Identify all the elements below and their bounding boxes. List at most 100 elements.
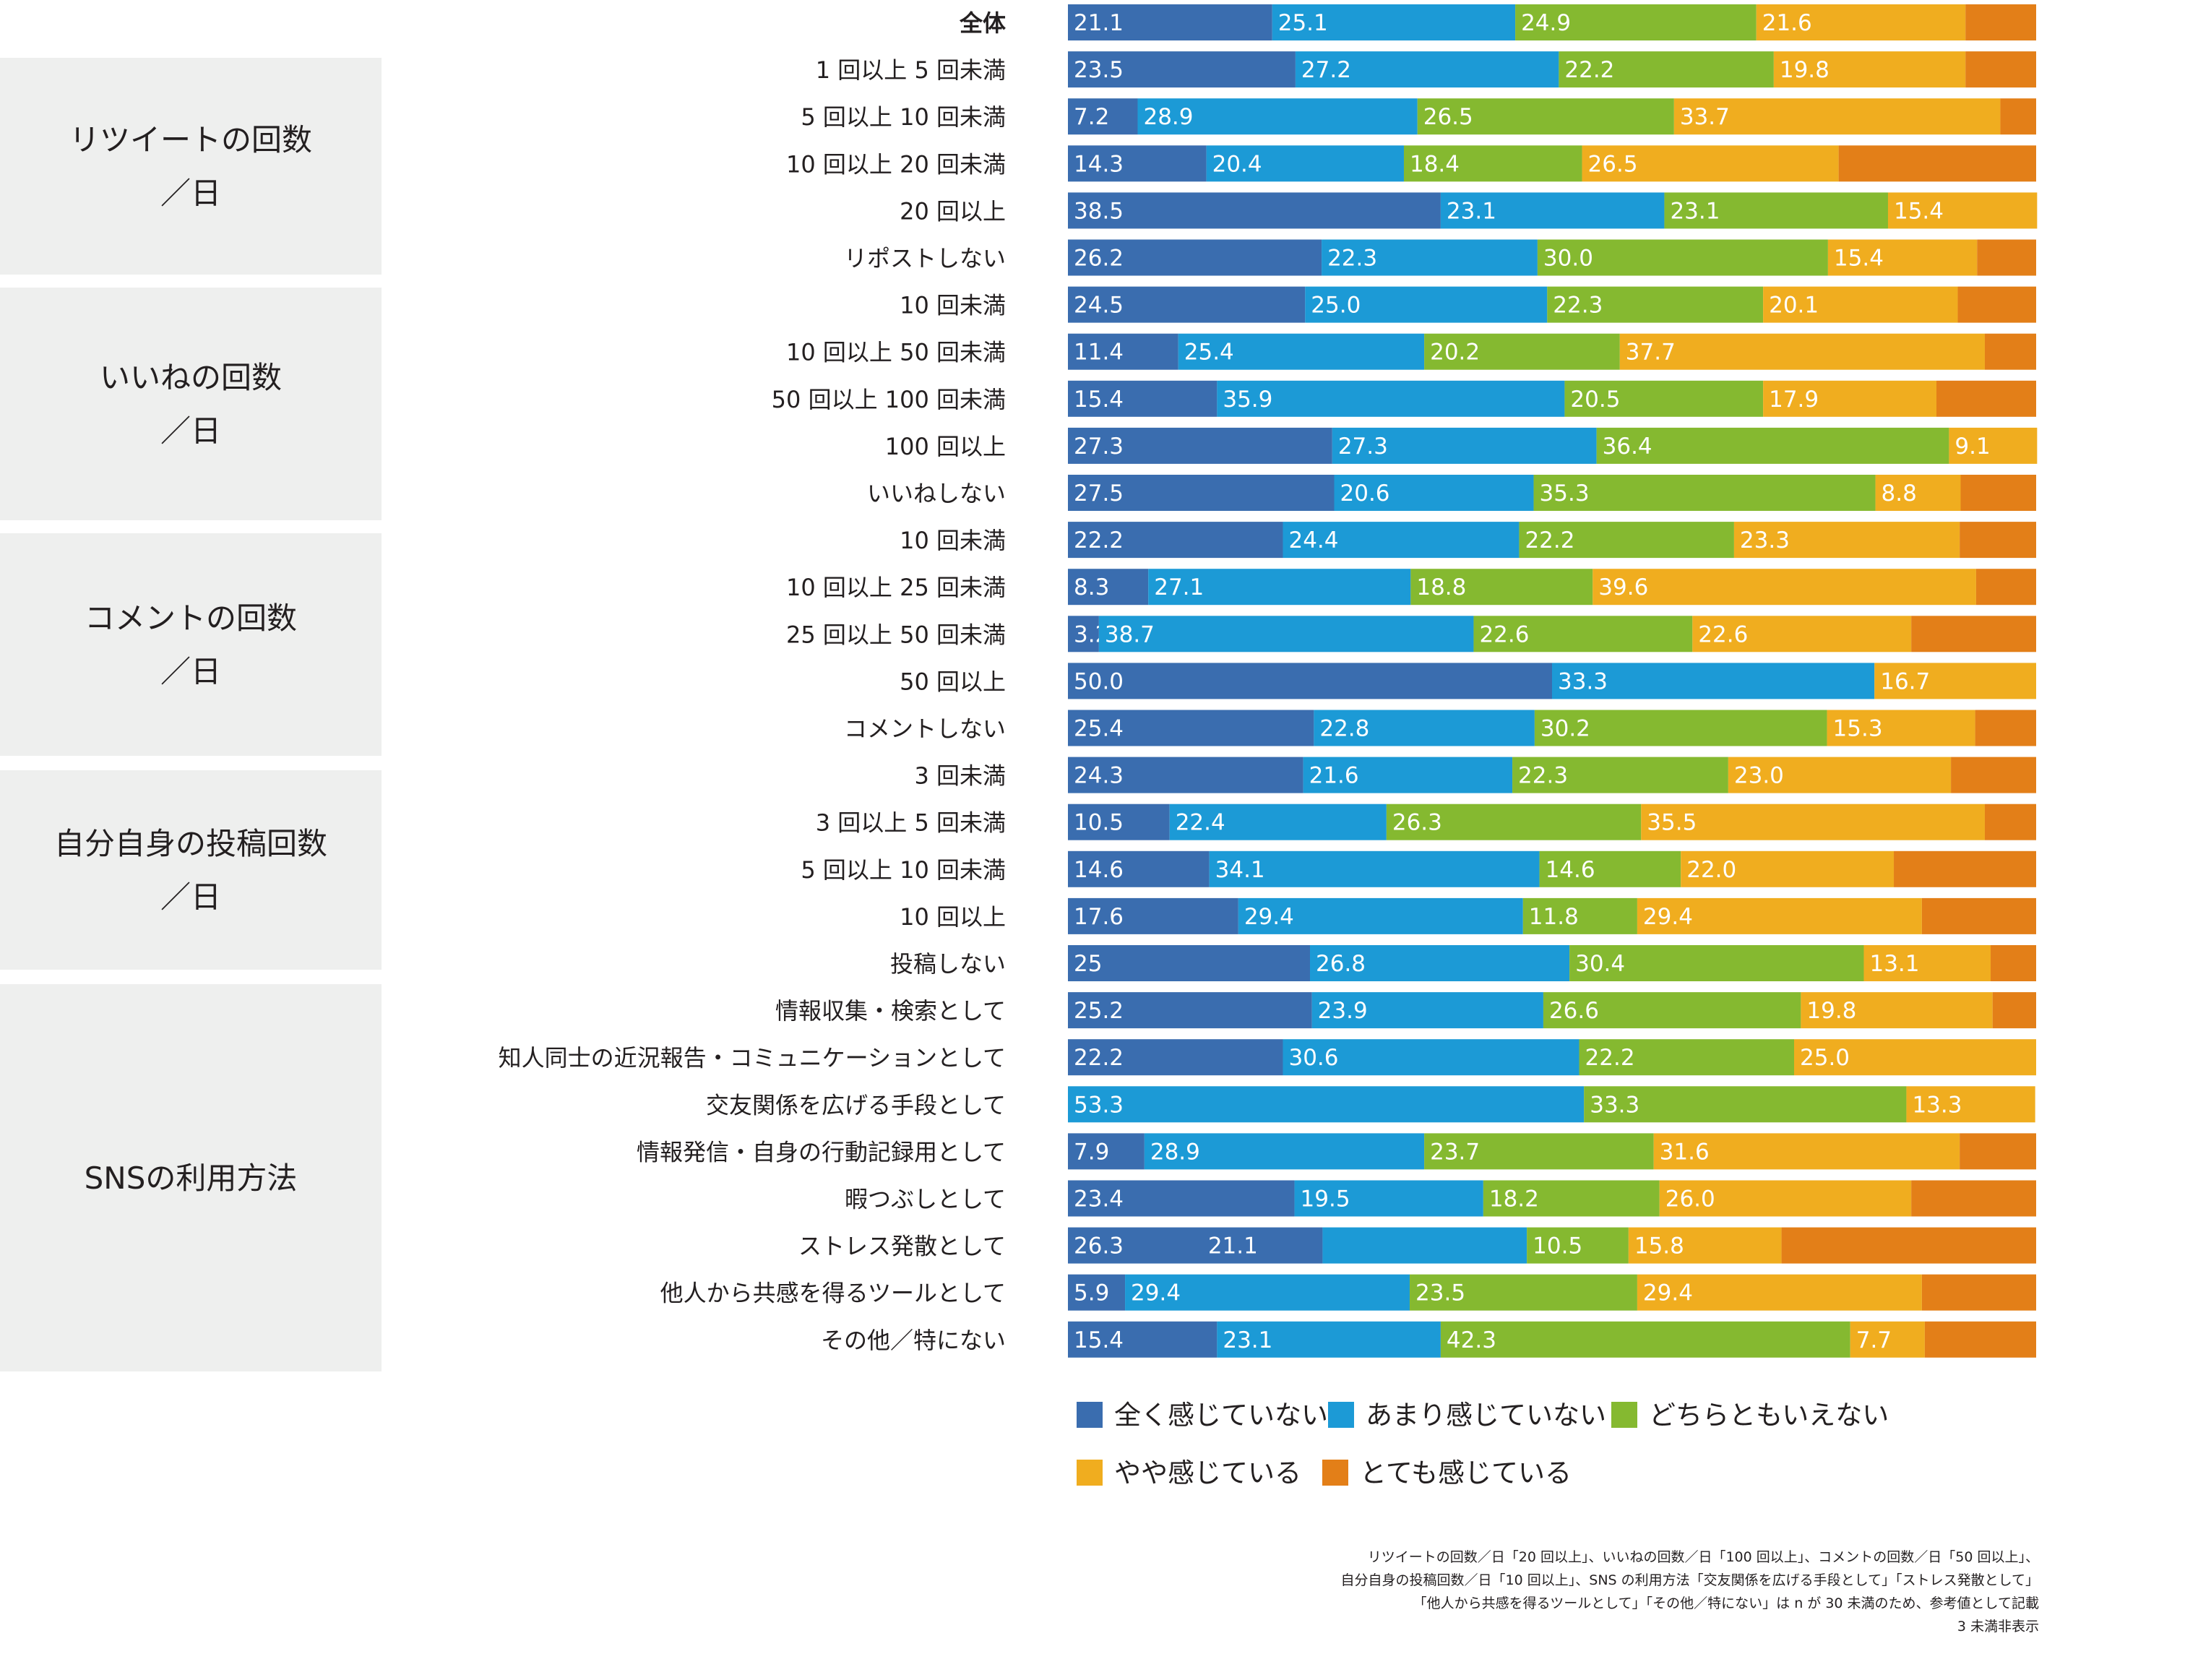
data-label: 30.0 [1543, 246, 1593, 272]
data-label: 27.3 [1074, 434, 1124, 460]
bar-segment [1305, 286, 1548, 323]
group-label: ／日 [160, 413, 221, 449]
bar-segment [1410, 1274, 1637, 1311]
data-label: 13.1 [1869, 951, 1919, 977]
data-label: 25 [1074, 951, 1102, 977]
bar-segment [1733, 522, 1960, 559]
bar-segment [1068, 850, 1210, 887]
row-label: 3 回未満 [914, 762, 1006, 790]
bar-segment [1068, 897, 1238, 934]
bar-segment [1957, 286, 2036, 323]
row-label: 情報発信・自身の行動記録用として [637, 1138, 1006, 1166]
bar-segment [1960, 1133, 2036, 1170]
bar-segment [1547, 286, 1764, 323]
bar-segment [1137, 98, 1418, 135]
bar-segment [1068, 98, 1138, 135]
bar-segment [1543, 992, 1801, 1029]
bar-segment [1068, 333, 1178, 370]
bar-segment [1863, 945, 1991, 981]
data-label: 15.4 [1894, 198, 1944, 224]
data-label: 24.3 [1074, 763, 1124, 789]
bar-segment [1949, 427, 2038, 464]
data-label: 28.9 [1143, 104, 1193, 130]
data-label: 7.9 [1074, 1139, 1109, 1165]
bar-segment [1773, 51, 1966, 88]
row-label: ストレス発散として [798, 1233, 1006, 1260]
bar-segment [1911, 1180, 2036, 1217]
data-label: 22.8 [1319, 716, 1369, 742]
bar-segment [1991, 945, 2036, 981]
bar-segment [1068, 475, 1335, 511]
data-label: 5.9 [1074, 1280, 1109, 1306]
data-label: 14.6 [1546, 857, 1595, 883]
bar-segment [1068, 51, 1296, 88]
legend-swatch [1077, 1402, 1103, 1428]
data-label: 23.5 [1074, 57, 1124, 83]
footnote-line-3: 「他人から共感を得るツールとして」「その他／特にない」は n が 30 未満のた… [1413, 1595, 2039, 1611]
bar-segment [1519, 522, 1734, 559]
bar-segment [1068, 286, 1306, 323]
row-label: 交友関係を広げる手段として [706, 1091, 1006, 1119]
data-label: 20.1 [1769, 293, 1819, 319]
data-label: 21.1 [1208, 1233, 1258, 1259]
row-label: 情報収集・検索として [775, 997, 1006, 1025]
group-label: 自分自身の投稿回数 [54, 826, 327, 861]
bar-segment [1951, 757, 2036, 793]
row-label: 5 回以上 10 回未満 [801, 103, 1006, 131]
data-label: 30.4 [1575, 951, 1625, 977]
bar-segment [1473, 616, 1693, 652]
bar-segment [1311, 992, 1543, 1029]
data-label: 29.4 [1244, 904, 1294, 930]
data-label: 23.9 [1318, 998, 1368, 1024]
bar-segment [1068, 1133, 1145, 1170]
data-label: 22.3 [1327, 246, 1377, 272]
group-label: コメントの回数 [85, 600, 297, 636]
group-label: リツイートの回数 [69, 122, 312, 158]
data-label: 27.2 [1301, 57, 1351, 83]
bar-segment [1921, 1274, 2036, 1311]
data-label: 26.5 [1588, 151, 1638, 177]
data-label: 8.8 [1882, 481, 1917, 507]
data-label: 23.1 [1670, 198, 1720, 224]
bar-segment [1827, 239, 1978, 276]
data-label: 26.8 [1316, 951, 1366, 977]
bar-segment [1781, 1227, 2036, 1264]
bar-segment [1483, 1180, 1660, 1217]
row-label: 他人から共感を得るツールとして [660, 1280, 1006, 1307]
data-label: 38.7 [1105, 621, 1155, 647]
data-label: 22.3 [1553, 293, 1603, 319]
data-label: 23.1 [1223, 1327, 1272, 1353]
bar-segment [1068, 1274, 1126, 1311]
data-label: 22.2 [1564, 57, 1614, 83]
bar-segment [1924, 1321, 2036, 1358]
data-label: 22.4 [1176, 810, 1225, 836]
bar-segment [1564, 380, 1764, 417]
bar-segment [1068, 380, 1217, 417]
data-label: 25.1 [1278, 10, 1328, 36]
data-label: 23.4 [1074, 1186, 1124, 1212]
row-label: 50 回以上 [900, 668, 1006, 695]
row-label: 10 回以上 [900, 903, 1006, 931]
group-panel [0, 288, 382, 520]
bar-segment [1068, 945, 1310, 981]
bar-segment [1559, 51, 1774, 88]
bar-segment [1763, 380, 1936, 417]
data-label: 13.3 [1912, 1092, 1962, 1118]
bar-segment [1068, 1039, 1283, 1076]
data-label: 22.2 [1525, 527, 1574, 553]
data-label: 17.9 [1769, 387, 1819, 413]
row-label: 50 回以上 100 回未満 [772, 386, 1006, 413]
data-label: 22.6 [1698, 621, 1748, 647]
bar-segment [1424, 1133, 1654, 1170]
data-label: 25.2 [1074, 998, 1124, 1024]
bar-segment [1206, 145, 1404, 182]
data-label: 27.1 [1154, 574, 1204, 600]
bar-segment [1410, 569, 1593, 606]
row-label: 3 回以上 5 回未満 [816, 809, 1006, 837]
data-label: 24.4 [1288, 527, 1338, 553]
group-label: ／日 [160, 879, 221, 915]
bar-segment [1068, 1086, 1585, 1123]
bar-segment [1386, 804, 1642, 840]
bar-segment [1283, 1039, 1579, 1076]
